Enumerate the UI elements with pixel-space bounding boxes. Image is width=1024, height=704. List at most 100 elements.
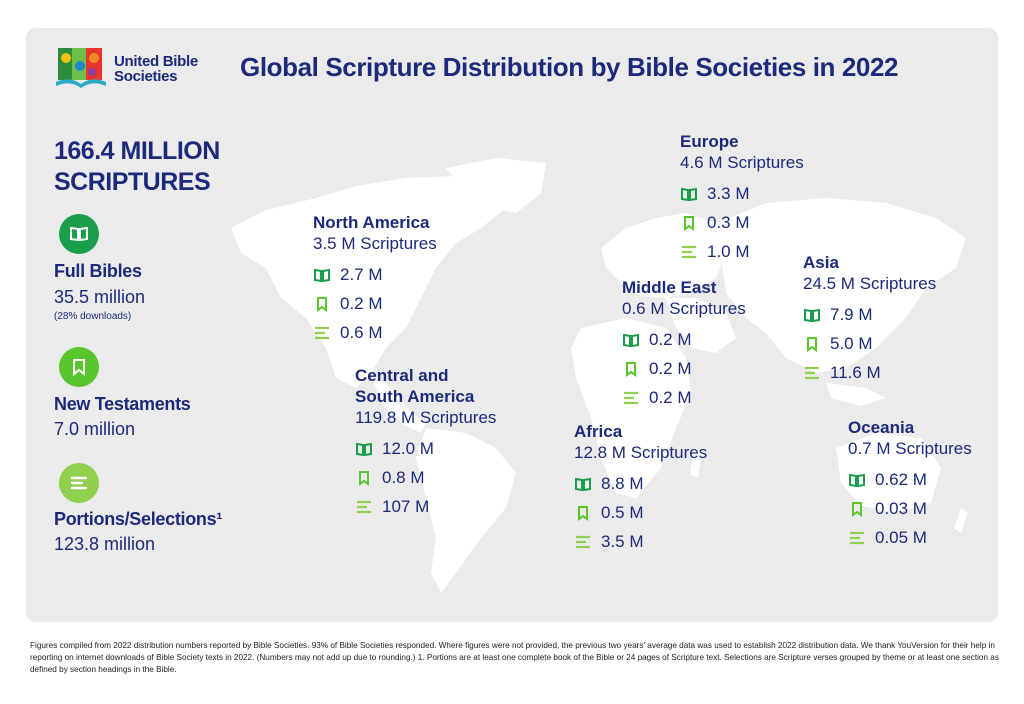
portions-legend-icon	[59, 463, 99, 503]
open-book-icon	[849, 473, 865, 487]
region-north-america: North America 3.5 M Scriptures 2.7 M 0.2…	[313, 212, 437, 347]
total-line1: 166.4 MILLION	[54, 137, 220, 165]
lines-icon	[805, 366, 819, 379]
region-europe: Europe 4.6 M Scriptures 3.3 M 0.3 M 1.0 …	[680, 131, 804, 266]
total-scriptures: 166.4 MILLION SCRIPTURES	[54, 136, 220, 198]
region-name: Oceania	[848, 418, 915, 437]
lines-icon	[624, 391, 638, 404]
bookmark-book-icon	[626, 361, 636, 377]
stat-new-testaments: 0.8 M	[355, 463, 496, 492]
stat-new-testaments: 5.0 M	[803, 329, 936, 358]
legend-full-bibles-name: Full Bibles	[54, 261, 142, 281]
bookmark-book-icon	[852, 501, 862, 517]
lines-icon	[850, 531, 864, 544]
open-book-icon	[314, 268, 330, 282]
stat-value: 8.8 M	[601, 473, 644, 493]
region-total: 3.5 M Scriptures	[313, 234, 437, 253]
open-book-icon	[356, 442, 372, 456]
stat-value: 0.5 M	[601, 502, 644, 522]
logo-line2: Societies	[114, 68, 178, 85]
region-central-south-america: Central and South America 119.8 M Script…	[355, 365, 496, 521]
stat-full-bibles: 12.0 M	[355, 434, 496, 463]
stat-value: 2.7 M	[340, 264, 383, 284]
stat-new-testaments: 0.2 M	[313, 289, 437, 318]
bookmark-book-icon	[73, 359, 85, 377]
open-book-icon	[575, 477, 591, 491]
region-name-line2: South America	[355, 387, 475, 406]
stat-portions: 3.5 M	[574, 527, 707, 556]
bookmark-book-icon	[807, 336, 817, 352]
bookmark-book-icon	[359, 470, 369, 486]
stat-value: 0.2 M	[649, 329, 692, 349]
region-name: North America	[313, 213, 430, 232]
bookmark-book-icon	[317, 296, 327, 312]
stat-full-bibles: 0.2 M	[622, 325, 746, 354]
stat-value: 0.6 M	[340, 322, 383, 342]
stat-new-testaments: 0.3 M	[680, 208, 804, 237]
stat-full-bibles: 0.62 M	[848, 465, 972, 494]
total-line2: SCRIPTURES	[54, 168, 211, 196]
legend-portions-value: 123.8 million	[54, 534, 156, 554]
stat-value: 3.3 M	[707, 183, 750, 203]
page-title: Global Scripture Distribution by Bible S…	[240, 52, 899, 82]
stat-value: 0.05 M	[875, 527, 927, 547]
new-testaments-legend-icon	[59, 347, 99, 387]
stat-full-bibles: 3.3 M	[680, 179, 804, 208]
stat-portions: 1.0 M	[680, 237, 804, 266]
stat-portions: 11.6 M	[803, 358, 936, 387]
stat-value: 5.0 M	[830, 333, 873, 353]
stat-new-testaments: 0.2 M	[622, 354, 746, 383]
stat-value: 1.0 M	[707, 241, 750, 261]
legend-new-testaments-name: New Testaments	[54, 394, 191, 414]
legend-portions-name: Portions/Selections¹	[54, 509, 223, 529]
region-name-line1: Central and	[355, 366, 449, 385]
bookmark-book-icon	[684, 215, 694, 231]
region-total: 119.8 M Scriptures	[355, 408, 497, 427]
stat-value: 0.2 M	[649, 358, 692, 378]
bookmark-book-icon	[578, 505, 588, 521]
stat-value: 0.8 M	[382, 467, 425, 487]
region-middle-east: Middle East 0.6 M Scriptures 0.2 M 0.2 M…	[622, 277, 746, 412]
stat-value: 0.03 M	[875, 498, 927, 518]
legend-full-bibles-note: (28% downloads)	[54, 311, 132, 322]
stat-value: 0.3 M	[707, 212, 750, 232]
united-bible-societies-logo	[56, 48, 106, 88]
stat-new-testaments: 0.03 M	[848, 494, 972, 523]
stat-full-bibles: 2.7 M	[313, 260, 437, 289]
region-total: 24.5 M Scriptures	[803, 274, 937, 293]
stat-portions: 107 M	[355, 492, 496, 521]
stat-value: 3.5 M	[601, 531, 644, 551]
region-name: Africa	[574, 422, 623, 441]
open-book-icon	[681, 187, 697, 201]
stat-full-bibles: 7.9 M	[803, 300, 936, 329]
stat-new-testaments: 0.5 M	[574, 498, 707, 527]
stat-value: 0.2 M	[340, 293, 383, 313]
lines-icon	[315, 326, 329, 339]
lines-icon	[70, 476, 88, 490]
lines-icon	[682, 245, 696, 258]
stat-value: 107 M	[382, 496, 430, 516]
stat-portions: 0.6 M	[313, 318, 437, 347]
stat-portions: 0.05 M	[848, 523, 972, 552]
stat-value: 12.0 M	[382, 438, 434, 458]
open-book-icon	[70, 226, 88, 242]
lines-icon	[576, 535, 590, 548]
region-total: 0.7 M Scriptures	[848, 439, 972, 458]
stat-value: 0.2 M	[649, 387, 692, 407]
stat-value: 7.9 M	[830, 304, 873, 324]
stat-full-bibles: 8.8 M	[574, 469, 707, 498]
infographic-card	[26, 28, 998, 622]
lines-icon	[357, 500, 371, 513]
region-total: 4.6 M Scriptures	[680, 153, 804, 172]
legend-new-testaments-value: 7.0 million	[54, 419, 136, 439]
region-total: 12.8 M Scriptures	[574, 443, 708, 462]
legend-full-bibles-value: 35.5 million	[54, 287, 146, 307]
open-book-icon	[804, 308, 820, 322]
stat-portions: 0.2 M	[622, 383, 746, 412]
world-map	[231, 158, 968, 593]
logo-line1: United Bible	[114, 53, 198, 70]
region-oceania: Oceania 0.7 M Scriptures 0.62 M 0.03 M 0…	[848, 417, 972, 552]
region-africa: Africa 12.8 M Scriptures 8.8 M 0.5 M 3.5…	[574, 421, 707, 556]
open-book-icon	[623, 333, 639, 347]
logo-wordmark: United Bible Societies	[114, 54, 198, 84]
